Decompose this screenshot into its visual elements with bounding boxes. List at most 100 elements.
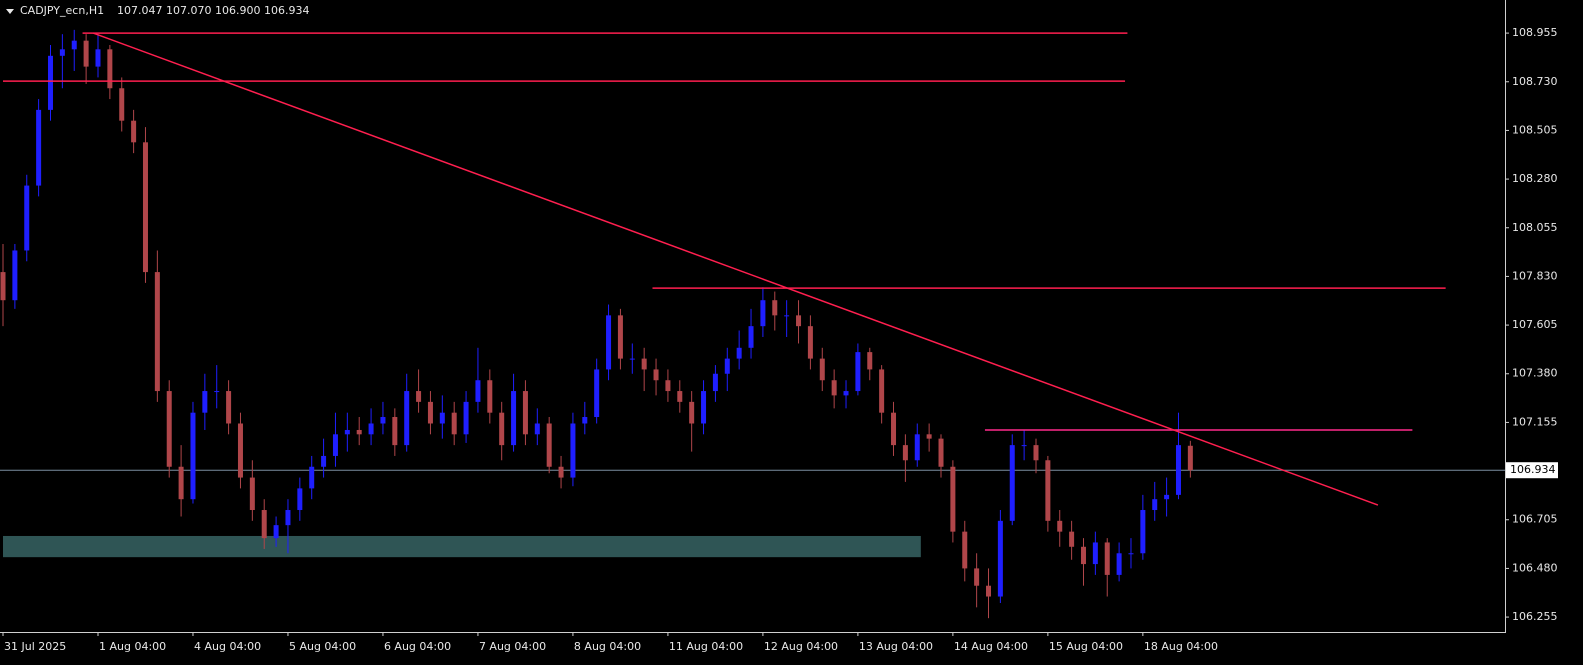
candle-body (831, 380, 837, 396)
candle-body (344, 429, 350, 435)
x-tick-label: 13 Aug 04:00 (859, 640, 933, 653)
candle-body (1045, 460, 1051, 521)
candle-body (1104, 542, 1110, 575)
candle-body (451, 412, 457, 435)
x-tick-label: 12 Aug 04:00 (764, 640, 838, 653)
candle-body (309, 466, 315, 489)
candle-body (1140, 510, 1146, 554)
candle-body (178, 466, 184, 500)
candle-body (807, 326, 813, 359)
candle-body (629, 358, 635, 360)
x-tick-label: 7 Aug 04:00 (479, 640, 546, 653)
candle-body (1057, 520, 1063, 532)
candle-body (392, 417, 398, 446)
x-tick-label: 14 Aug 04:00 (954, 640, 1028, 653)
candle-body (237, 423, 243, 478)
candle-body (772, 300, 778, 316)
candle-body (606, 315, 612, 370)
candle-body (689, 401, 695, 424)
candle-body (47, 55, 53, 110)
candle-body (249, 477, 255, 511)
candle-body (356, 429, 362, 435)
y-tick-label: 108.055 (1512, 221, 1558, 234)
candle-body (404, 391, 410, 446)
candle-body (1116, 553, 1122, 575)
candle-body (843, 391, 849, 396)
candle-body (380, 417, 386, 424)
candle-body (677, 391, 683, 402)
candle-body (701, 391, 707, 424)
x-tick-label: 5 Aug 04:00 (289, 640, 356, 653)
candle-body (119, 88, 125, 121)
candle-body (902, 445, 908, 461)
candle-body (534, 423, 540, 435)
candle-body (926, 434, 932, 439)
candle-body (261, 510, 267, 539)
candle-body (499, 412, 505, 446)
candle-body (879, 369, 885, 413)
y-tick-label: 107.155 (1512, 415, 1558, 428)
candle-body (107, 49, 113, 89)
candle-body (974, 568, 980, 586)
candle-body (641, 358, 647, 370)
candle-body (131, 120, 137, 143)
candle-body (95, 49, 101, 67)
y-tick-label: 107.830 (1512, 269, 1558, 282)
candle-body (712, 373, 718, 392)
candle-body (1033, 445, 1039, 461)
y-tick-label: 108.280 (1512, 172, 1558, 185)
candle-body (36, 109, 42, 186)
candle-body (297, 488, 303, 511)
candle-body (463, 401, 469, 435)
x-tick-label: 4 Aug 04:00 (194, 640, 261, 653)
candle-body (226, 391, 232, 424)
candle-body (1069, 531, 1075, 547)
candle-body (487, 380, 493, 413)
candle-body (950, 466, 956, 532)
y-tick-label: 107.605 (1512, 318, 1558, 331)
candle-body (59, 49, 65, 56)
x-tick-label: 8 Aug 04:00 (574, 640, 641, 653)
y-tick-label: 106.255 (1512, 610, 1558, 623)
candle-body (285, 510, 291, 526)
candle-body (202, 391, 208, 413)
y-tick-label: 108.730 (1512, 75, 1558, 88)
candle-body (1080, 546, 1086, 565)
candle-body (558, 466, 564, 478)
symbol: CADJPY_ecn,H1 (20, 4, 104, 17)
candle-body (0, 272, 6, 301)
candle-body (439, 412, 445, 424)
last-price-box (1506, 462, 1558, 479)
candle-body (796, 315, 802, 327)
x-tick-label: 18 Aug 04:00 (1144, 640, 1218, 653)
candle-body (665, 380, 671, 392)
candle-body (475, 380, 481, 402)
candle-body (1009, 445, 1015, 521)
x-tick-label: 11 Aug 04:00 (669, 640, 743, 653)
candle-body (522, 391, 528, 435)
candle-body (1128, 553, 1134, 555)
x-tick-label: 31 Jul 2025 (4, 640, 66, 653)
candle-body (154, 272, 160, 392)
candle-body (416, 391, 422, 402)
candle-body (962, 531, 968, 569)
candle-body (1021, 445, 1027, 447)
candle-body (511, 391, 517, 446)
candle-body (1152, 499, 1158, 511)
candle-body (273, 525, 279, 539)
candle-body (1092, 542, 1098, 565)
candle-body (570, 423, 576, 478)
menu-arrow[interactable] (6, 9, 14, 14)
candle-body (321, 455, 327, 467)
support-zone (3, 535, 921, 558)
candle-body (736, 347, 742, 359)
x-tick-label: 6 Aug 04:00 (384, 640, 451, 653)
candle-body (867, 352, 873, 370)
candle-body (24, 185, 30, 251)
candle-body (760, 300, 766, 327)
y-tick-label: 106.480 (1512, 561, 1558, 574)
candle-body (12, 250, 18, 301)
candle-body (855, 352, 861, 392)
